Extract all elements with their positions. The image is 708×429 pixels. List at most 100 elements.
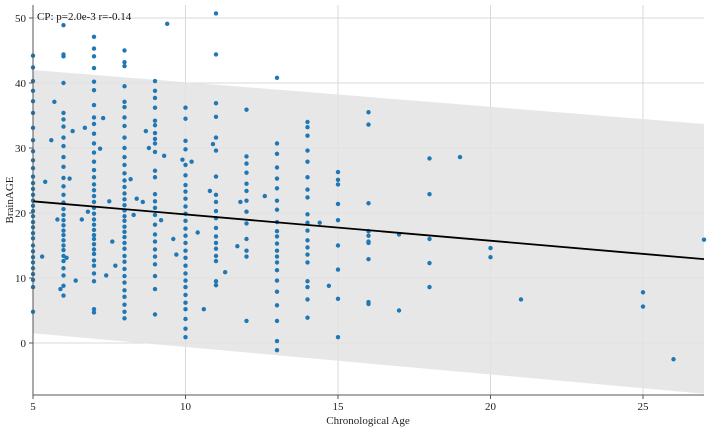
data-point xyxy=(213,148,219,153)
data-point xyxy=(213,135,219,140)
data-point xyxy=(183,255,188,261)
data-point xyxy=(61,206,66,212)
data-point xyxy=(518,297,524,302)
data-point xyxy=(488,245,493,251)
data-point xyxy=(335,169,341,175)
data-point xyxy=(366,122,371,127)
data-point xyxy=(91,115,97,120)
data-point xyxy=(61,184,66,189)
data-point xyxy=(396,308,402,313)
data-point xyxy=(61,80,66,86)
data-point xyxy=(244,209,249,214)
data-point xyxy=(122,203,127,208)
data-point xyxy=(213,174,219,179)
data-point xyxy=(305,125,310,130)
data-point xyxy=(122,115,127,120)
data-point xyxy=(244,318,249,324)
data-point xyxy=(183,204,188,209)
data-point xyxy=(274,318,280,324)
data-point xyxy=(201,307,206,312)
data-point xyxy=(61,238,66,243)
data-point xyxy=(122,145,127,151)
data-point xyxy=(305,159,310,164)
data-point xyxy=(61,154,66,160)
data-point xyxy=(122,104,127,110)
data-point xyxy=(244,154,249,159)
data-point xyxy=(326,283,332,288)
data-point xyxy=(122,288,127,293)
data-point xyxy=(122,253,127,259)
data-point xyxy=(122,171,127,176)
data-point xyxy=(152,286,158,292)
data-point xyxy=(61,266,66,271)
data-point xyxy=(305,148,310,153)
data-point xyxy=(244,188,249,194)
data-point xyxy=(152,141,158,146)
data-point xyxy=(274,260,280,265)
data-point xyxy=(335,267,341,272)
data-point xyxy=(152,149,158,155)
data-point xyxy=(82,125,88,131)
data-point xyxy=(335,177,341,183)
data-point xyxy=(335,217,341,223)
data-point xyxy=(85,209,91,214)
data-point xyxy=(183,226,188,231)
data-point xyxy=(183,284,188,290)
data-point xyxy=(305,175,310,180)
data-point xyxy=(122,84,127,89)
data-point xyxy=(213,240,219,246)
data-point xyxy=(183,326,188,331)
data-point xyxy=(134,196,139,201)
data-point xyxy=(91,279,97,284)
data-point xyxy=(222,269,228,275)
data-point xyxy=(165,21,170,27)
data-point xyxy=(305,245,310,250)
data-point xyxy=(91,131,97,136)
data-point xyxy=(91,251,97,257)
data-point xyxy=(244,198,249,203)
data-point xyxy=(183,147,188,152)
data-point xyxy=(91,87,97,93)
y-axis-ticks: 0 10 20 30 40 50 xyxy=(15,13,33,350)
data-point xyxy=(140,199,145,205)
data-point xyxy=(305,187,310,192)
data-point xyxy=(91,271,97,276)
data-point xyxy=(91,236,97,242)
data-point xyxy=(152,88,158,94)
data-point xyxy=(213,234,219,239)
data-point xyxy=(61,273,66,278)
data-point xyxy=(122,218,127,223)
data-point xyxy=(183,182,188,188)
data-point xyxy=(213,52,219,57)
data-point xyxy=(244,181,249,186)
data-point xyxy=(180,157,185,162)
data-point xyxy=(146,145,152,151)
data-point xyxy=(183,162,188,168)
data-point xyxy=(61,135,66,140)
data-point xyxy=(274,176,280,181)
data-point xyxy=(161,153,167,158)
x-tick-label: 15 xyxy=(333,401,345,413)
data-point xyxy=(305,220,310,225)
data-point xyxy=(183,218,188,223)
data-point xyxy=(61,192,66,197)
data-point xyxy=(183,307,188,312)
data-point xyxy=(213,282,219,288)
data-point xyxy=(274,289,280,294)
data-point xyxy=(305,284,310,290)
data-point xyxy=(274,248,280,253)
data-point xyxy=(335,182,341,187)
data-point xyxy=(317,220,322,225)
data-point xyxy=(91,211,97,216)
data-point xyxy=(195,230,200,235)
data-point xyxy=(305,228,310,233)
data-point xyxy=(61,143,66,149)
data-point xyxy=(335,243,341,248)
data-point xyxy=(61,117,66,122)
data-point xyxy=(274,198,280,203)
data-point xyxy=(110,239,115,244)
data-point xyxy=(122,259,127,264)
data-point xyxy=(213,208,219,214)
data-point xyxy=(122,224,127,229)
